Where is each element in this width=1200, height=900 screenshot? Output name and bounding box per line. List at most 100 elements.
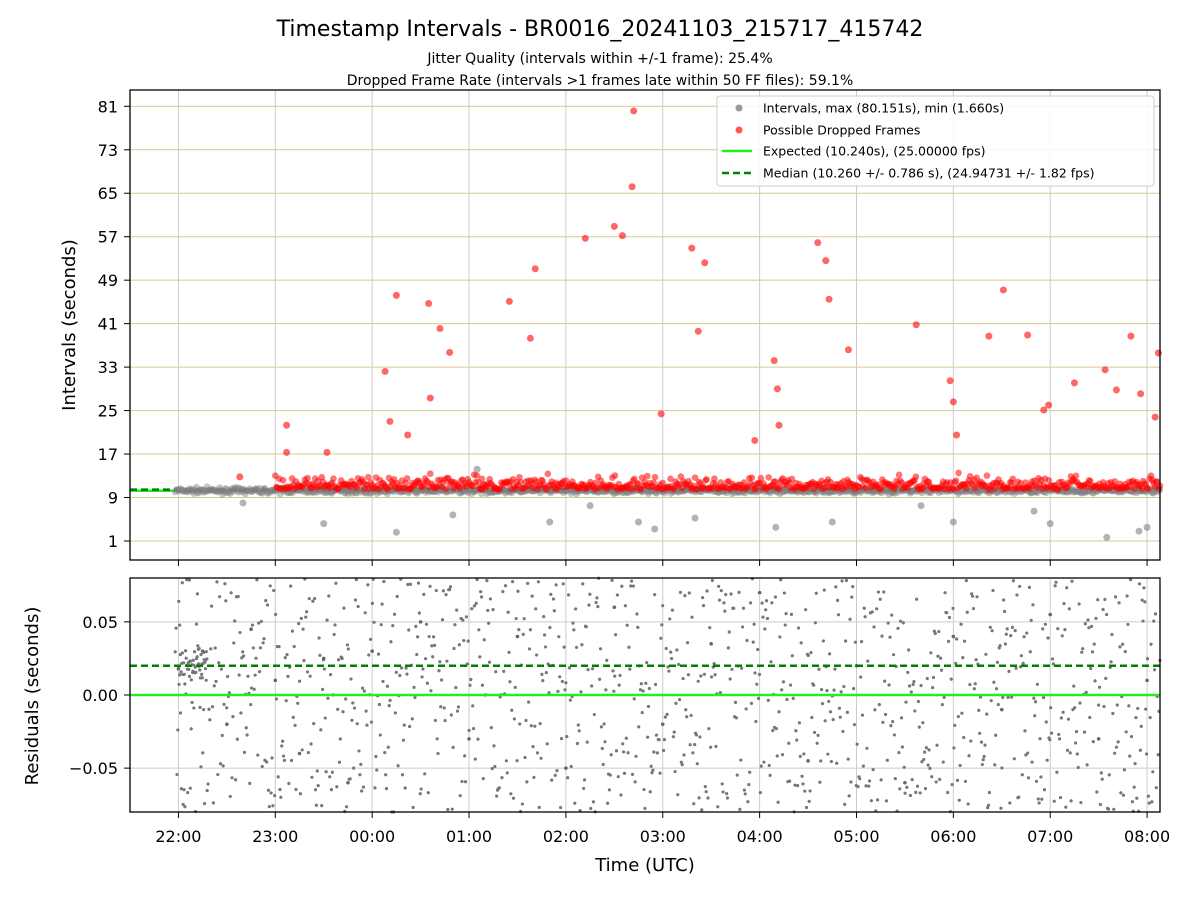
residual-texture-point <box>1088 715 1092 720</box>
residual-texture-point <box>1104 676 1108 680</box>
dropped-frame-point <box>1040 406 1048 414</box>
interval-band-point <box>252 485 260 492</box>
residual-texture-point <box>822 588 826 592</box>
residual-texture-point <box>1124 730 1128 734</box>
residual-texture-point <box>796 783 800 788</box>
dropped-band-point <box>650 479 658 487</box>
residual-texture-point <box>306 750 310 755</box>
residual-texture-point <box>1123 650 1127 654</box>
residual-texture-point <box>403 786 407 790</box>
residual-texture-point <box>313 788 318 792</box>
interval-band-point <box>415 488 422 496</box>
residual-texture-point <box>1039 775 1043 779</box>
residual-texture-point <box>870 610 874 614</box>
residual-texture-point <box>945 611 949 615</box>
residual-texture-point <box>1052 799 1056 803</box>
residual-texture-point <box>876 590 881 594</box>
residual-texture-point <box>1068 751 1072 755</box>
residual-texture-point <box>188 786 192 790</box>
residual-texture-point <box>683 594 687 598</box>
residual-texture-point <box>512 717 516 721</box>
residual-texture-point <box>447 587 452 592</box>
residual-texture-point <box>939 656 943 660</box>
interval-band-point <box>485 489 492 496</box>
residual-texture-point <box>394 670 398 674</box>
residual-texture-point <box>732 606 736 610</box>
residual-texture-point <box>709 675 714 679</box>
residual-texture-point <box>651 768 655 772</box>
residual-texture-point <box>433 718 437 723</box>
interval-band-point <box>826 489 833 497</box>
residual-texture-point <box>977 708 981 712</box>
residual-texture-point <box>848 617 852 621</box>
interval-band-point <box>547 489 555 497</box>
interval-band-point <box>221 485 229 492</box>
interval-band-point <box>191 487 199 494</box>
residual-texture-point <box>448 585 453 589</box>
residual-texture-point <box>509 792 513 796</box>
interval-band-point <box>412 489 420 496</box>
residual-texture-point <box>1004 632 1008 636</box>
residual-texture-point <box>799 641 803 645</box>
residual-texture-point <box>958 763 962 768</box>
residual-texture-point <box>472 604 477 608</box>
intervals-panel: 1 9 17 25 33 41 49 57 65 73 81 Intervals (seconds)… <box>59 89 1164 566</box>
dropped-frame-point <box>1112 386 1120 394</box>
residual-texture-point <box>241 654 246 658</box>
residual-point <box>1145 678 1149 683</box>
residual-texture-point <box>726 646 730 650</box>
interval-band-point <box>341 489 349 497</box>
residual-texture-point <box>495 794 499 798</box>
residual-texture-point <box>520 802 524 806</box>
residual-texture-point <box>896 626 900 630</box>
residual-texture-point <box>488 597 493 601</box>
residual-texture-point <box>401 738 406 742</box>
interval-point <box>917 502 925 510</box>
residual-point <box>273 678 278 683</box>
residual-texture-point <box>528 628 532 632</box>
residual-point <box>903 780 907 785</box>
residual-texture-point <box>759 764 763 768</box>
residual-texture-point <box>1042 788 1047 792</box>
residual-texture-point <box>827 699 831 704</box>
interval-band-point <box>1068 486 1076 493</box>
residual-texture-point <box>367 653 371 657</box>
residual-texture-point <box>660 623 664 627</box>
interval-band-point <box>242 487 250 495</box>
residual-texture-point <box>1152 619 1156 623</box>
residual-texture-point <box>1027 585 1031 589</box>
interval-band-point <box>230 487 238 495</box>
residual-texture-point <box>489 726 493 730</box>
residual-texture-point <box>309 742 313 746</box>
residual-texture-point <box>233 619 237 623</box>
residual-texture-point <box>574 607 578 611</box>
residual-texture-point <box>1133 762 1137 766</box>
residual-texture-point <box>352 766 356 770</box>
residual-texture-point <box>177 599 181 603</box>
residual-texture-point <box>990 629 994 633</box>
residual-texture-point <box>480 683 485 687</box>
residual-texture-point <box>178 673 182 677</box>
residual-texture-point <box>259 619 263 624</box>
residual-texture-point <box>972 687 976 691</box>
interval-band-point <box>260 485 268 493</box>
residual-texture-point <box>689 713 693 718</box>
residual-texture-point <box>482 638 486 642</box>
dropped-band-point <box>403 475 411 482</box>
residual-texture-point <box>287 781 291 786</box>
residual-texture-point <box>194 670 198 674</box>
interval-band-point <box>250 487 257 494</box>
residual-texture-point <box>180 581 184 585</box>
residual-texture-point <box>912 680 916 684</box>
residual-texture-point <box>685 641 690 645</box>
residual-texture-point <box>745 638 749 643</box>
residual-texture-point <box>746 800 750 804</box>
residual-texture-point <box>527 700 531 704</box>
residual-texture-point <box>424 622 429 626</box>
residual-texture-point <box>325 618 329 622</box>
residual-texture-point <box>523 755 527 760</box>
interval-band-point <box>203 483 211 491</box>
residual-point <box>467 737 471 741</box>
interval-band-point <box>202 487 210 495</box>
interval-band-point <box>502 490 509 497</box>
